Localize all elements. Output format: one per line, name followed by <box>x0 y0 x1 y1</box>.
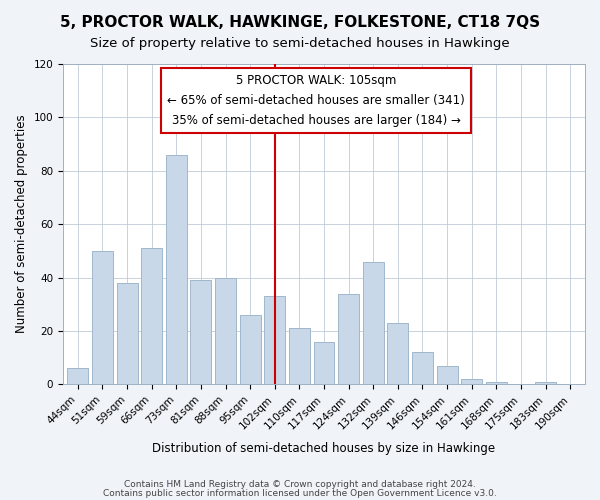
Text: Size of property relative to semi-detached houses in Hawkinge: Size of property relative to semi-detach… <box>90 38 510 51</box>
Bar <box>239 315 260 384</box>
Bar <box>314 342 334 384</box>
Bar <box>141 248 162 384</box>
Bar <box>412 352 433 384</box>
Text: Contains HM Land Registry data © Crown copyright and database right 2024.: Contains HM Land Registry data © Crown c… <box>124 480 476 489</box>
Bar <box>535 382 556 384</box>
Bar <box>338 294 359 384</box>
Bar <box>437 366 458 384</box>
Bar <box>388 323 409 384</box>
Bar <box>116 283 137 384</box>
Bar <box>215 278 236 384</box>
Bar <box>190 280 211 384</box>
Text: Contains public sector information licensed under the Open Government Licence v3: Contains public sector information licen… <box>103 488 497 498</box>
Bar <box>92 251 113 384</box>
Text: 5, PROCTOR WALK, HAWKINGE, FOLKESTONE, CT18 7QS: 5, PROCTOR WALK, HAWKINGE, FOLKESTONE, C… <box>60 15 540 30</box>
X-axis label: Distribution of semi-detached houses by size in Hawkinge: Distribution of semi-detached houses by … <box>152 442 496 455</box>
Bar <box>166 155 187 384</box>
Bar <box>67 368 88 384</box>
Bar <box>461 379 482 384</box>
Bar <box>289 328 310 384</box>
Bar <box>486 382 507 384</box>
Text: 5 PROCTOR WALK: 105sqm
← 65% of semi-detached houses are smaller (341)
35% of se: 5 PROCTOR WALK: 105sqm ← 65% of semi-det… <box>167 74 465 126</box>
Bar <box>363 262 384 384</box>
Bar <box>265 296 285 384</box>
Y-axis label: Number of semi-detached properties: Number of semi-detached properties <box>15 115 28 334</box>
